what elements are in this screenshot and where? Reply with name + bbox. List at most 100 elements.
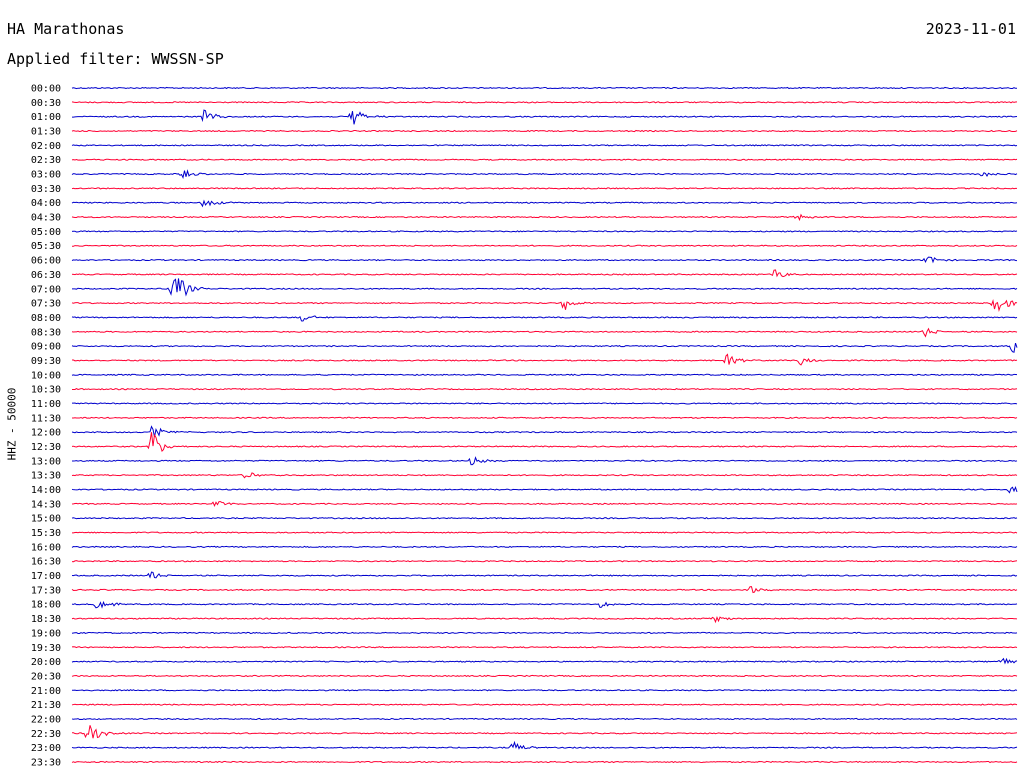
time-label-group: 00:00 00:30 01:00 01:30 02:00 02:30 03:00 03:30… [31,84,61,769]
seismogram-trace-1330 [71,472,1018,479]
seismogram-trace-2200 [71,717,1018,721]
time-label: 15:30 [31,528,61,539]
time-label: 07:30 [31,299,61,310]
time-label: 06:30 [31,270,61,281]
time-label: 13:00 [31,456,61,467]
time-label: 02:00 [31,141,61,152]
time-label: 01:00 [31,112,61,123]
seismogram-trace-2130 [71,703,1018,706]
seismogram-trace-1630 [71,560,1018,563]
time-label: 10:00 [31,370,61,381]
time-label: 20:30 [31,671,61,682]
time-label: 21:00 [31,686,61,697]
station-title: HA Marathonas [7,20,125,38]
time-label: 02:30 [31,155,61,166]
seismogram-trace-0830 [71,327,1018,338]
seismogram-trace-2030 [71,674,1018,678]
time-label: 17:00 [31,571,61,582]
time-label: 12:30 [31,442,61,453]
seismogram-trace-2100 [71,689,1018,692]
trace-group [71,86,1018,764]
time-label: 08:00 [31,313,61,324]
time-label: 11:30 [31,413,61,424]
seismogram-trace-1130 [72,416,1018,419]
time-label: 14:00 [31,485,61,496]
time-label: 00:30 [31,98,61,109]
seismogram-trace-2300 [71,740,1018,750]
seismogram-trace-1830 [71,616,1018,624]
seismogram-trace-1600 [71,545,1018,549]
seismogram-trace-0630 [71,269,1018,278]
time-label: 12:00 [31,428,61,439]
time-label: 13:30 [31,471,61,482]
seismogram-trace-1430 [71,501,1018,508]
seismogram-trace-0200 [71,144,1018,147]
seismogram-trace-0130 [71,129,1018,133]
time-label: 14:30 [31,499,61,510]
seismogram-trace-2000 [71,657,1018,665]
time-label: 18:30 [31,614,61,625]
time-label: 04:00 [31,198,61,209]
seismogram-trace-1900 [71,631,1018,635]
time-label: 05:00 [31,227,61,238]
seismogram-trace-0300 [71,169,1018,179]
seismogram-trace-1930 [71,646,1018,649]
time-label: 04:30 [31,213,61,224]
seismogram-trace-0600 [71,256,1018,264]
seismogram-trace-0030 [71,101,1018,104]
seismogram-trace-1300 [71,456,1018,466]
seismogram-trace-0700 [71,278,1018,297]
time-label: 22:30 [31,729,61,740]
seismogram-trace-1530 [71,531,1018,534]
time-label: 16:30 [31,557,61,568]
seismogram-trace-1500 [71,517,1018,520]
seismogram-trace-1800 [71,600,1018,609]
time-label: 20:00 [31,657,61,668]
time-label: 03:30 [31,184,61,195]
seismogram-trace-0930 [71,353,1018,366]
seismogram-trace-1030 [71,388,1018,391]
seismogram-trace-0730 [71,299,1018,313]
time-label: 23:00 [31,743,61,754]
seismogram-trace-1700 [71,571,1018,579]
seismogram-trace-0530 [71,244,1018,247]
seismogram-trace-1730 [71,586,1018,594]
time-label: 17:30 [31,585,61,596]
time-label: 05:30 [31,241,61,252]
seismogram-trace-0100 [71,109,1018,125]
time-label: 23:30 [31,757,61,768]
seismogram-trace-0000 [71,86,1018,90]
time-label: 19:00 [31,628,61,639]
seismogram-trace-2330 [71,760,1018,764]
seismogram-trace-0430 [71,213,1018,222]
time-label: 06:00 [31,256,61,267]
filter-label: Applied filter: WWSSN-SP [7,50,224,68]
seismogram-trace-1000 [71,373,1018,376]
time-label: 00:00 [31,84,61,95]
time-label: 09:30 [31,356,61,367]
seismogram-trace-1400 [71,485,1018,494]
time-label: 18:00 [31,600,61,611]
seismogram-trace-1100 [71,402,1018,405]
time-label: 07:00 [31,284,61,295]
time-label: 22:00 [31,714,61,725]
seismogram-trace-0900 [71,342,1018,353]
seismogram-trace-0800 [71,315,1018,322]
seismogram-trace-0500 [71,230,1018,233]
seismogram-trace-1230 [71,432,1018,453]
time-label: 11:00 [31,399,61,410]
time-label: 19:30 [31,643,61,654]
seismogram-trace-0330 [71,187,1018,190]
time-label: 10:30 [31,385,61,396]
seismogram-trace-2230 [72,725,1018,739]
time-label: 09:00 [31,342,61,353]
seismogram-trace-0400 [71,199,1018,208]
seismogram-trace-1200 [71,425,1018,437]
time-label: 15:00 [31,514,61,525]
time-label: 08:30 [31,327,61,338]
time-label: 01:30 [31,127,61,138]
time-label: 03:00 [31,170,61,181]
seismogram-trace-0230 [71,158,1018,161]
time-label: 21:30 [31,700,61,711]
